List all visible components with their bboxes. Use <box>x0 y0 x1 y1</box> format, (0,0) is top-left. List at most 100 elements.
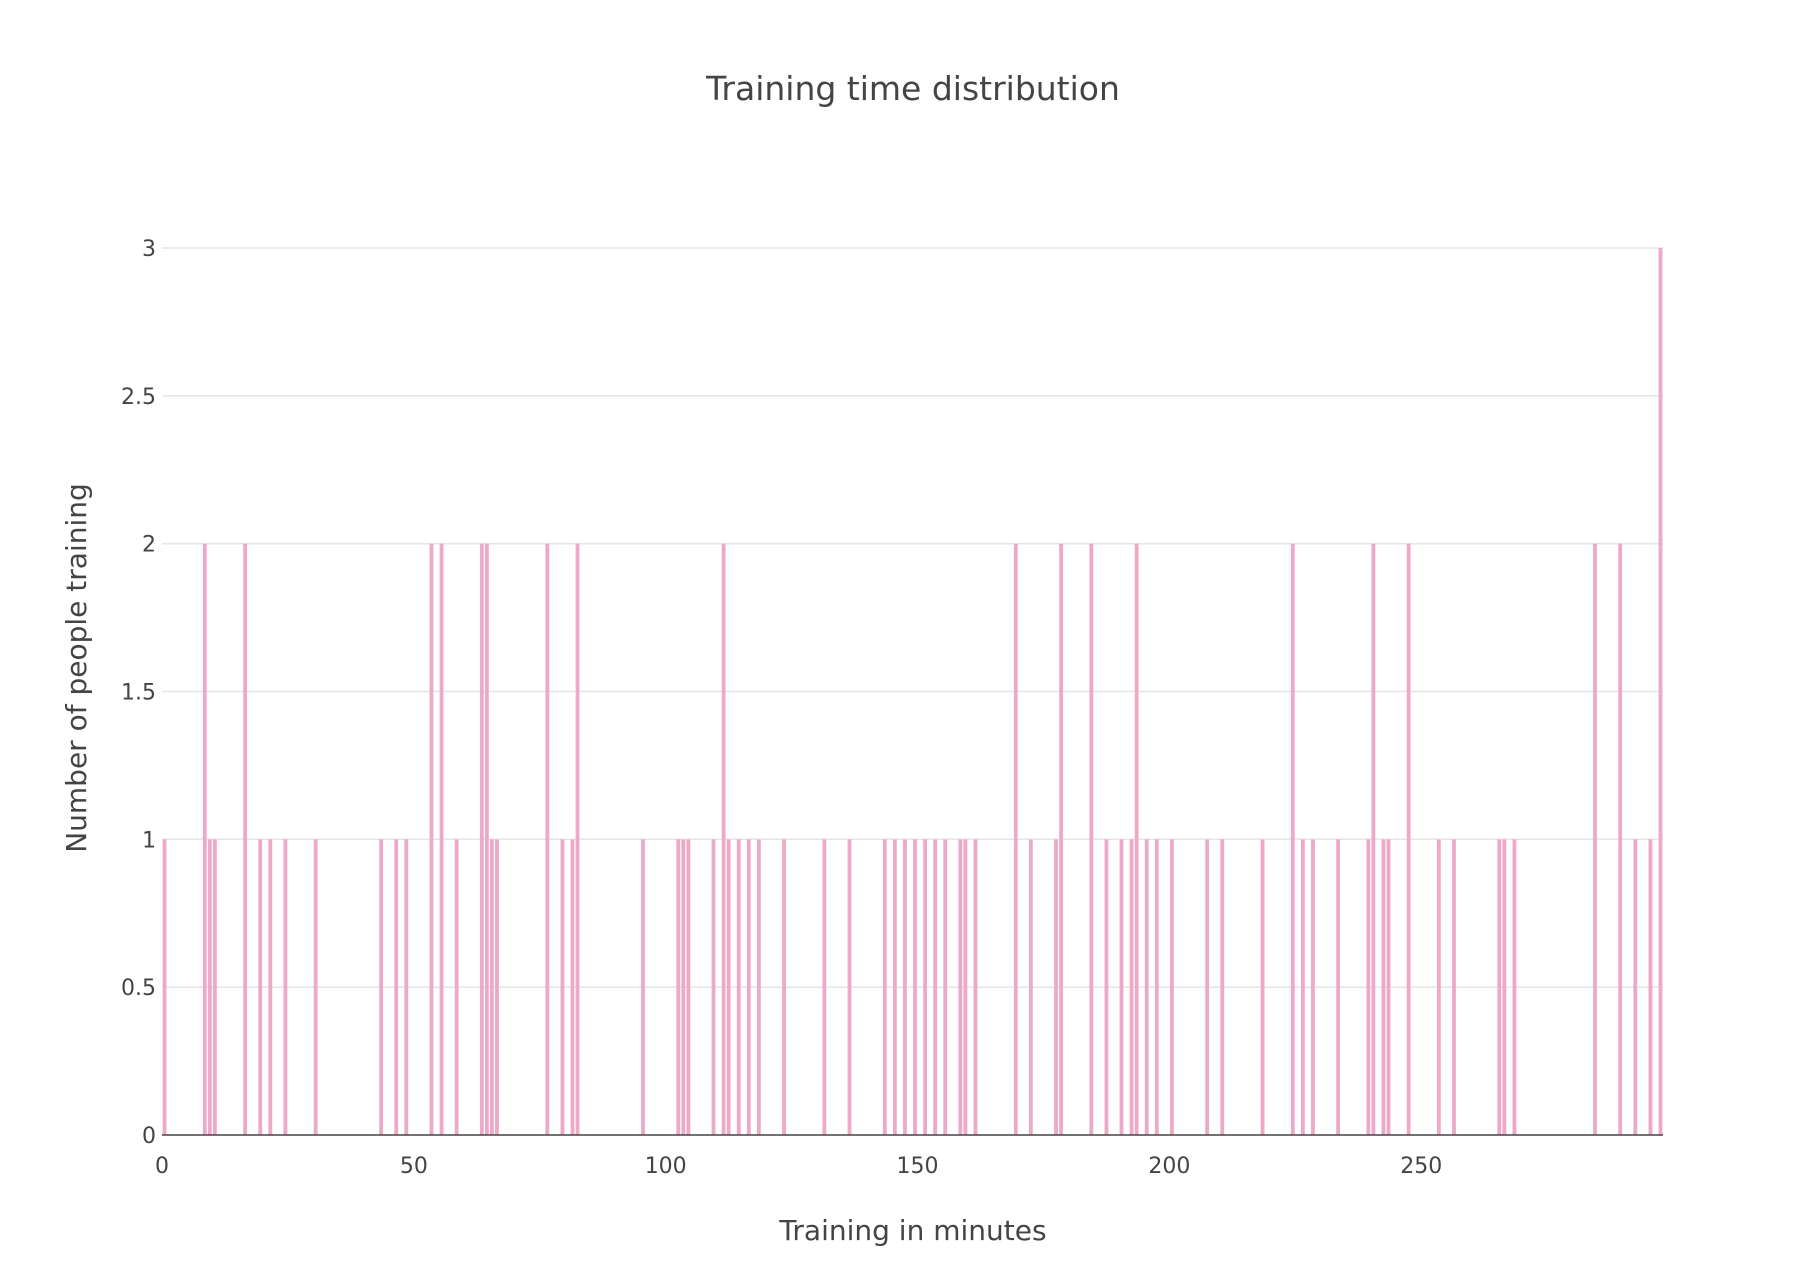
histogram-bar <box>1260 839 1265 1135</box>
histogram-bar <box>394 839 399 1135</box>
y-tick-label: 2 <box>142 533 156 558</box>
histogram-bar <box>782 839 786 1135</box>
histogram-bar <box>1119 839 1124 1135</box>
histogram-bar <box>923 839 928 1135</box>
histogram-bar <box>1366 839 1371 1135</box>
histogram-bar <box>479 543 484 1135</box>
histogram-bar <box>212 839 217 1135</box>
histogram-bar <box>913 839 917 1135</box>
histogram-bar <box>490 839 494 1135</box>
x-axis-title: Training in minutes <box>778 1214 1046 1247</box>
histogram-bar <box>822 839 827 1135</box>
histogram-bar <box>484 543 489 1135</box>
y-axis-title: Number of people training <box>60 483 93 853</box>
x-tick-label: 50 <box>400 1154 428 1179</box>
histogram-bar <box>686 839 691 1135</box>
histogram-bar <box>1059 543 1064 1135</box>
histogram-bar <box>283 839 288 1135</box>
x-tick-label: 150 <box>897 1154 939 1179</box>
histogram-bar <box>1633 839 1638 1135</box>
histogram-bar <box>268 839 273 1135</box>
histogram-bar <box>243 543 248 1135</box>
histogram-bar <box>439 543 444 1135</box>
histogram-bar <box>963 839 968 1135</box>
y-tick-label: 3 <box>142 237 156 262</box>
histogram-bar <box>1512 839 1517 1135</box>
histogram-bar <box>903 839 907 1135</box>
histogram-bar <box>454 839 459 1135</box>
histogram-bar <box>892 839 897 1135</box>
histogram-bar <box>429 543 434 1135</box>
histogram-bar <box>258 839 263 1135</box>
y-tick-label: 1.5 <box>121 681 156 706</box>
histogram-bar <box>746 839 751 1135</box>
histogram-bar <box>681 839 686 1135</box>
histogram-bar <box>1129 839 1134 1135</box>
histogram-bar <box>313 839 318 1135</box>
histogram-bar <box>756 839 761 1135</box>
histogram-bar <box>1436 839 1441 1135</box>
histogram-bar <box>641 839 645 1135</box>
histogram-bar <box>973 839 978 1135</box>
histogram-bar <box>1144 839 1149 1135</box>
histogram-bar <box>958 839 963 1135</box>
x-tick-label: 0 <box>155 1154 169 1179</box>
histogram-bar <box>207 839 212 1135</box>
histogram-bar <box>1154 839 1159 1135</box>
histogram-bar <box>1054 839 1058 1135</box>
histogram-bar <box>1452 839 1456 1135</box>
histogram-bar <box>1013 543 1018 1135</box>
y-tick-label: 1 <box>142 828 156 853</box>
histogram-bar <box>1290 543 1295 1135</box>
histogram-bar <box>1205 839 1210 1135</box>
histogram-bar <box>1300 839 1305 1135</box>
histogram-bar <box>847 839 852 1135</box>
histogram-bar <box>882 839 887 1135</box>
histogram-bar <box>1497 839 1502 1135</box>
histogram-bar <box>933 839 938 1135</box>
histogram-bar <box>1311 839 1315 1135</box>
histogram-bar <box>1089 543 1094 1135</box>
histogram-bar <box>736 839 741 1135</box>
histogram-bar <box>1658 248 1663 1135</box>
histogram-bar <box>495 839 499 1135</box>
gridlines <box>162 247 1663 988</box>
histogram-bar <box>545 543 550 1135</box>
histogram-bar <box>943 839 948 1135</box>
histogram-bar <box>1134 543 1139 1135</box>
histogram-bar <box>404 839 409 1135</box>
histogram-bar <box>202 543 207 1135</box>
histogram-bar <box>570 839 575 1135</box>
histogram-bar <box>676 839 681 1135</box>
histogram-bar <box>721 543 726 1135</box>
histogram-bar <box>1593 543 1597 1135</box>
x-tick-label: 250 <box>1400 1154 1442 1179</box>
bars <box>162 248 1663 1135</box>
histogram-bar <box>1028 839 1033 1135</box>
chart-title: Training time distribution <box>705 69 1120 108</box>
x-tick-label: 200 <box>1148 1154 1190 1179</box>
y-tick-label: 2.5 <box>121 385 156 410</box>
histogram-bar <box>379 839 384 1135</box>
histogram-bar <box>1381 839 1386 1135</box>
histogram-bar <box>1648 839 1653 1135</box>
histogram-bar <box>1406 543 1411 1135</box>
y-tick-label: 0 <box>142 1124 156 1149</box>
histogram-bar <box>1220 839 1225 1135</box>
histogram-bar <box>1169 839 1174 1135</box>
axes: 0 0.5 1 1.5 2 2.5 3 0 50 100 150 200 250 <box>121 237 1663 1179</box>
histogram-bar <box>1371 543 1376 1135</box>
histogram-bar <box>726 839 731 1135</box>
histogram-bar <box>560 839 565 1135</box>
histogram-bar <box>1502 839 1507 1135</box>
x-tick-label: 100 <box>645 1154 687 1179</box>
histogram-bar <box>1386 839 1391 1135</box>
histogram-bar <box>575 543 580 1135</box>
y-tick-label: 0.5 <box>121 976 156 1001</box>
histogram-bar <box>1104 839 1109 1135</box>
histogram-bar <box>1336 839 1341 1135</box>
histogram-bar <box>711 839 716 1135</box>
histogram-bar <box>162 839 167 1135</box>
